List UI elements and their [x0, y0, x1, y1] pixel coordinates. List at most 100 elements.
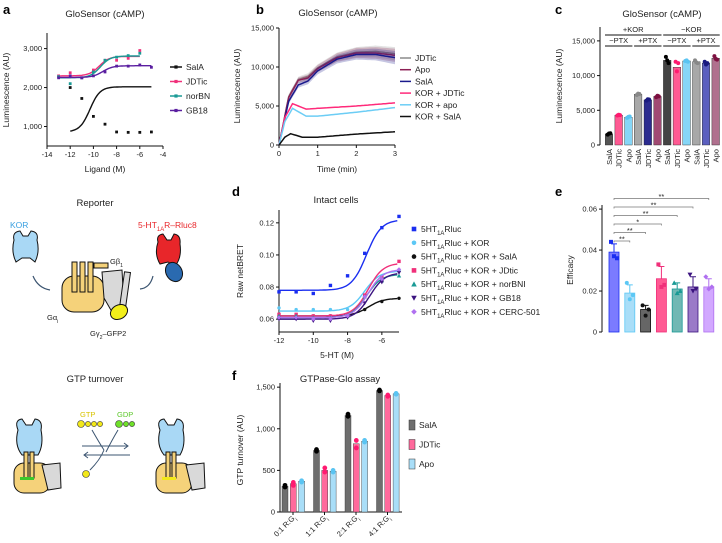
x-tick-label: -6	[136, 150, 143, 159]
data-point	[656, 94, 661, 99]
x-tick-label: -10	[308, 336, 319, 345]
data-point	[693, 286, 699, 292]
series-line	[278, 106, 396, 146]
y-tick-label: 0.10	[259, 250, 274, 259]
data-point	[103, 58, 107, 62]
legend-label: KOR + apo	[415, 100, 458, 110]
y-axis-label: Luminescence (AU)	[232, 49, 242, 124]
series-line	[278, 52, 396, 146]
data-point	[276, 315, 282, 320]
x-axis-label: Ligand (M)	[85, 164, 126, 174]
arrow-icon	[32, 275, 51, 291]
y-tick-label: 1,500	[256, 383, 275, 392]
data-point	[647, 97, 652, 102]
bar	[643, 99, 652, 146]
bar	[313, 450, 320, 513]
significance-bracket	[613, 198, 710, 200]
legend-label: 5HT1ARluc	[421, 224, 462, 237]
fit-curve-gb18	[58, 65, 152, 79]
data-point	[685, 59, 690, 64]
bar	[672, 67, 681, 146]
kor-receptor-icon	[12, 230, 39, 263]
x-tick-label: -12	[274, 336, 285, 345]
y-tick-label: 15,000	[572, 36, 595, 45]
data-point	[345, 411, 351, 417]
significance-label: **	[658, 192, 664, 201]
legend-label: 5HT1ARluc + KOR	[421, 238, 489, 251]
receptor-label: 5-HT1AR–Rluc8	[138, 220, 197, 233]
bar	[692, 61, 701, 146]
data-point	[411, 309, 417, 315]
x-tick-label: 1:1 R:Gi	[303, 513, 331, 541]
x-tick-label: 3	[393, 149, 397, 158]
y-tick-label: 0	[591, 141, 595, 150]
phosphate-icon	[82, 470, 90, 478]
data-point	[705, 61, 710, 66]
data-point	[345, 274, 350, 278]
x-tick-label: -10	[88, 150, 99, 159]
bar	[663, 60, 672, 146]
kor-label: KOR	[10, 220, 28, 230]
data-point	[282, 482, 288, 488]
x-tick-label: Apo	[712, 149, 721, 162]
y-tick-label: 0	[270, 141, 274, 150]
error-bar	[705, 278, 712, 287]
x-tick-label: -12	[65, 150, 76, 159]
data-point	[174, 65, 178, 69]
data-point	[612, 254, 616, 259]
y-axis-label: Luminescence (AU)	[1, 53, 11, 128]
x-tick-label: 4:1 R:Gi	[366, 513, 394, 541]
bar	[608, 251, 620, 333]
data-point	[68, 74, 72, 78]
data-point	[345, 307, 350, 312]
legend-label: SalA	[186, 62, 204, 72]
bar	[361, 441, 368, 513]
data-point	[115, 130, 118, 134]
significance-label: **	[643, 209, 649, 218]
data-point	[138, 51, 142, 55]
bar	[671, 288, 683, 333]
data-point	[311, 307, 315, 312]
legend-swatch	[408, 439, 416, 450]
x-tick-label: Apo	[654, 149, 663, 162]
data-point	[150, 130, 153, 134]
significance-bracket	[613, 223, 662, 226]
data-point	[138, 49, 142, 52]
data-point	[68, 82, 72, 86]
data-point	[68, 86, 72, 89]
x-tick-label: JDTic	[615, 149, 624, 168]
series-line	[278, 53, 396, 146]
panel-f-axes	[279, 383, 402, 513]
legend-label: Apo	[415, 65, 430, 75]
y-tick-label: 5,000	[576, 106, 595, 115]
data-point	[377, 387, 382, 393]
bar	[653, 96, 662, 146]
y-tick-label: 1,000	[23, 122, 42, 131]
data-point	[362, 294, 367, 299]
x-tick-label: SalA	[605, 149, 614, 165]
data-point	[687, 272, 693, 278]
data-point	[393, 391, 399, 396]
legend-label: Apo	[419, 459, 434, 469]
legend-swatch	[408, 458, 416, 470]
arrow-icon	[139, 275, 154, 290]
significance-bracket	[613, 232, 646, 234]
data-point	[709, 284, 715, 290]
reporter-title: Reporter	[77, 198, 114, 209]
significance-bracket	[613, 206, 694, 209]
bar	[321, 470, 328, 513]
legend-label: JDTic	[419, 440, 441, 450]
data-point	[80, 97, 84, 100]
y-tick-label: 0.06	[259, 315, 274, 324]
x-tick-label: JDTic	[702, 149, 711, 168]
data-point	[277, 290, 281, 294]
data-point	[293, 315, 299, 320]
error-bar	[626, 284, 633, 294]
bar	[344, 415, 352, 513]
significance-bracket	[613, 215, 678, 217]
x-tick-label: 0	[277, 149, 281, 158]
reporter-schematic: Reporter KOR 5-HT1AR–Rluc8 Gβ1 Gαi Gγ2–G…	[10, 198, 197, 341]
data-point	[637, 91, 642, 96]
data-point	[656, 262, 661, 267]
bar	[711, 58, 720, 146]
